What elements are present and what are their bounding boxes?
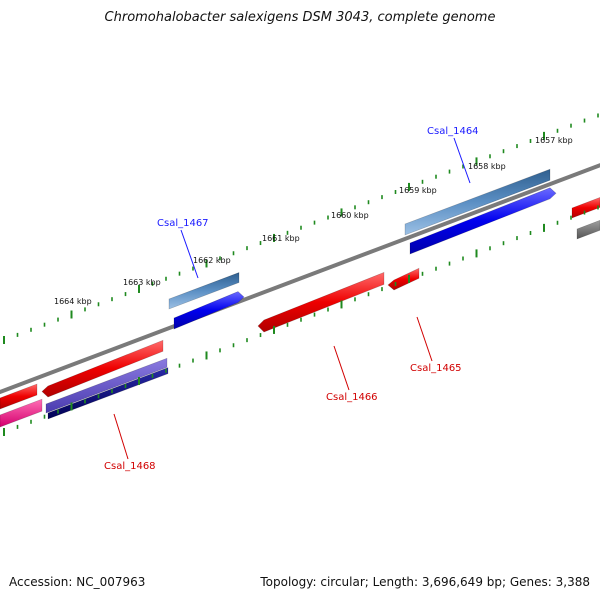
tick-label: 1661 kbp — [262, 234, 300, 243]
gene-leader-line — [333, 345, 350, 391]
gene-bar-csal1468-navy — [47, 367, 169, 420]
gene-bar-edge-right-gray — [576, 219, 600, 240]
backbone-line — [0, 163, 600, 394]
gene-label: Csal_1467 — [157, 218, 209, 229]
gene-label: Csal_1468 — [104, 461, 156, 472]
gene-leader-line — [453, 137, 471, 184]
gene-bar-edge-left — [0, 383, 38, 410]
outer-tick-row — [3, 113, 599, 344]
feature-layer — [0, 163, 600, 428]
tick-label: 1662 kbp — [193, 256, 231, 265]
gene-bar-edge-left-magenta — [0, 398, 43, 428]
cds-arrow-csal1465 — [387, 267, 420, 291]
tick-label: 1659 kbp — [399, 186, 437, 195]
map-title: Chromohalobacter salexigens DSM 3043, co… — [104, 10, 496, 25]
gene-label: Csal_1465 — [410, 363, 462, 374]
gene-bar-csal1467 — [168, 272, 240, 310]
inner-tick-row — [3, 205, 599, 436]
gene-bar-csal1464 — [404, 168, 551, 236]
gene-bar-csal1468-alt — [45, 357, 168, 414]
tick-label: 1660 kbp — [331, 211, 369, 220]
tick-label: 1663 kbp — [123, 278, 161, 287]
tick-label: 1657 kbp — [535, 136, 573, 145]
gene-label: Csal_1464 — [427, 126, 479, 137]
gene-bar-edge-right — [571, 197, 600, 219]
cds-arrow-csal1467 — [173, 291, 245, 330]
gene-leader-line — [416, 316, 433, 362]
gene-leader-line — [113, 413, 129, 460]
label-layer: 1657 kbp 1658 kbp 1659 kbp 1660 kbp 1661 kbp… — [54, 126, 573, 472]
tick-label: 1664 kbp — [54, 297, 92, 306]
cds-arrow-csal1464 — [409, 187, 557, 255]
gene-label: Csal_1466 — [326, 392, 378, 403]
accession-text: Accession: NC_007963 — [9, 575, 146, 589]
tick-label: 1658 kbp — [468, 162, 506, 171]
cds-arrow-csal1468 — [41, 339, 164, 398]
gene-leader-line — [180, 229, 199, 279]
genome-stats-text: Topology: circular; Length: 3,696,649 bp… — [260, 575, 590, 589]
tick-layer — [3, 113, 599, 436]
cds-arrow-csal1466 — [257, 271, 385, 333]
